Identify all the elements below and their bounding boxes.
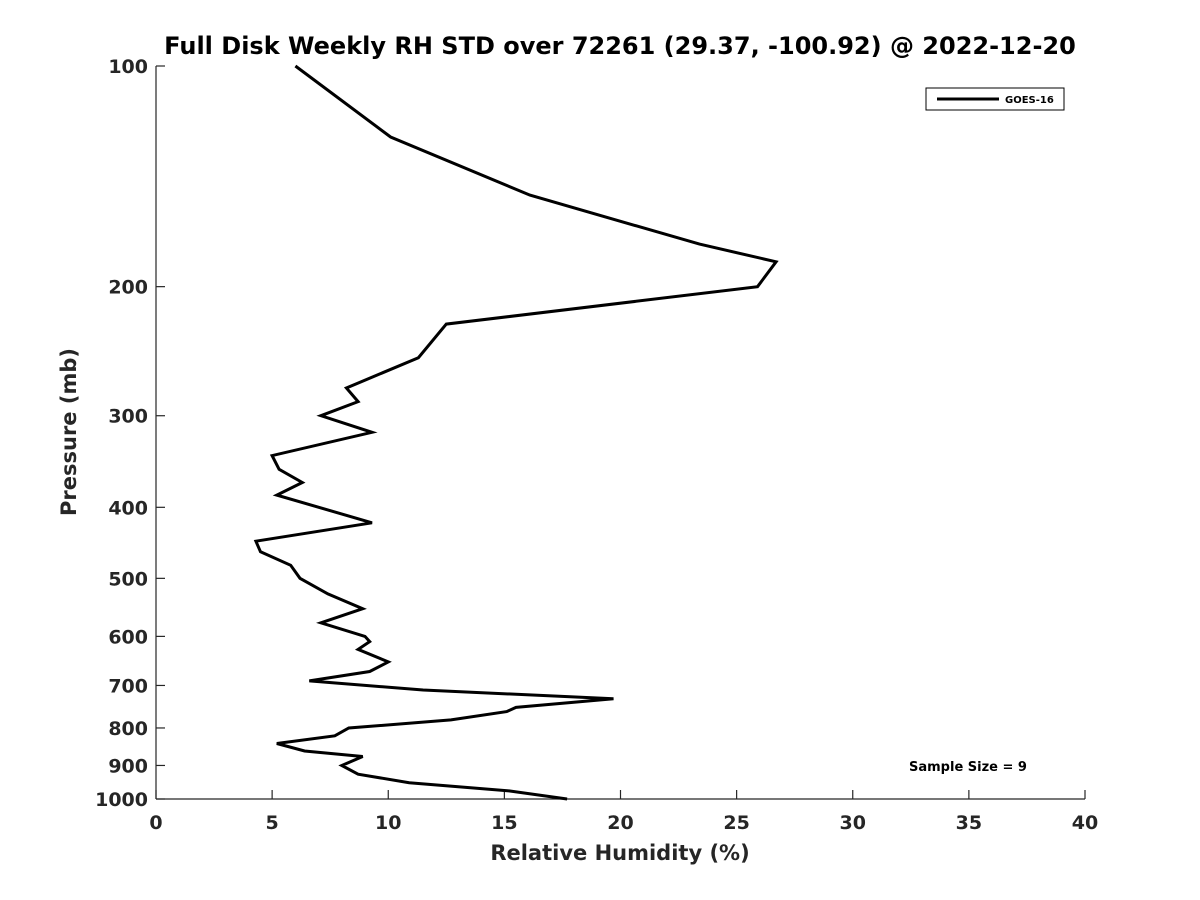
legend: GOES-16 bbox=[925, 87, 1065, 111]
x-tick-label: 15 bbox=[491, 812, 517, 834]
x-tick-label: 10 bbox=[375, 812, 401, 834]
x-tick-label: 20 bbox=[607, 812, 633, 834]
x-axis-label: Relative Humidity (%) bbox=[490, 841, 749, 865]
x-tick-label: 25 bbox=[723, 812, 749, 834]
y-tick-label: 300 bbox=[108, 406, 148, 428]
x-tick-label: 40 bbox=[1072, 812, 1098, 834]
x-tick-label: 5 bbox=[266, 812, 279, 834]
chart-title: Full Disk Weekly RH STD over 72261 (29.3… bbox=[164, 32, 1076, 60]
x-tick-label: 0 bbox=[149, 812, 162, 834]
series-line-goes-16 bbox=[253, 64, 779, 801]
sample-size-annotation: Sample Size = 9 bbox=[909, 760, 1027, 775]
y-tick-label: 200 bbox=[108, 277, 148, 299]
y-tick-group: 100 200 300 400 500 600 700 800 900 1000 bbox=[95, 56, 165, 811]
y-axis-label: Pressure (mb) bbox=[57, 348, 81, 516]
series-group bbox=[253, 64, 779, 801]
y-tick-label: 400 bbox=[108, 497, 148, 519]
y-tick-label: 800 bbox=[108, 718, 148, 740]
x-tick-group: 0 5 10 15 20 25 30 35 40 bbox=[149, 790, 1098, 834]
y-tick-label: 700 bbox=[108, 675, 148, 697]
x-tick-label: 35 bbox=[956, 812, 982, 834]
x-tick-label: 30 bbox=[840, 812, 866, 834]
y-tick-label: 600 bbox=[108, 626, 148, 648]
y-tick-label: 900 bbox=[108, 755, 148, 777]
y-tick-label: 500 bbox=[108, 568, 148, 590]
y-tick-label: 1000 bbox=[95, 789, 148, 811]
y-tick-label: 100 bbox=[108, 56, 148, 78]
legend-label-goes-16: GOES-16 bbox=[1005, 95, 1054, 106]
